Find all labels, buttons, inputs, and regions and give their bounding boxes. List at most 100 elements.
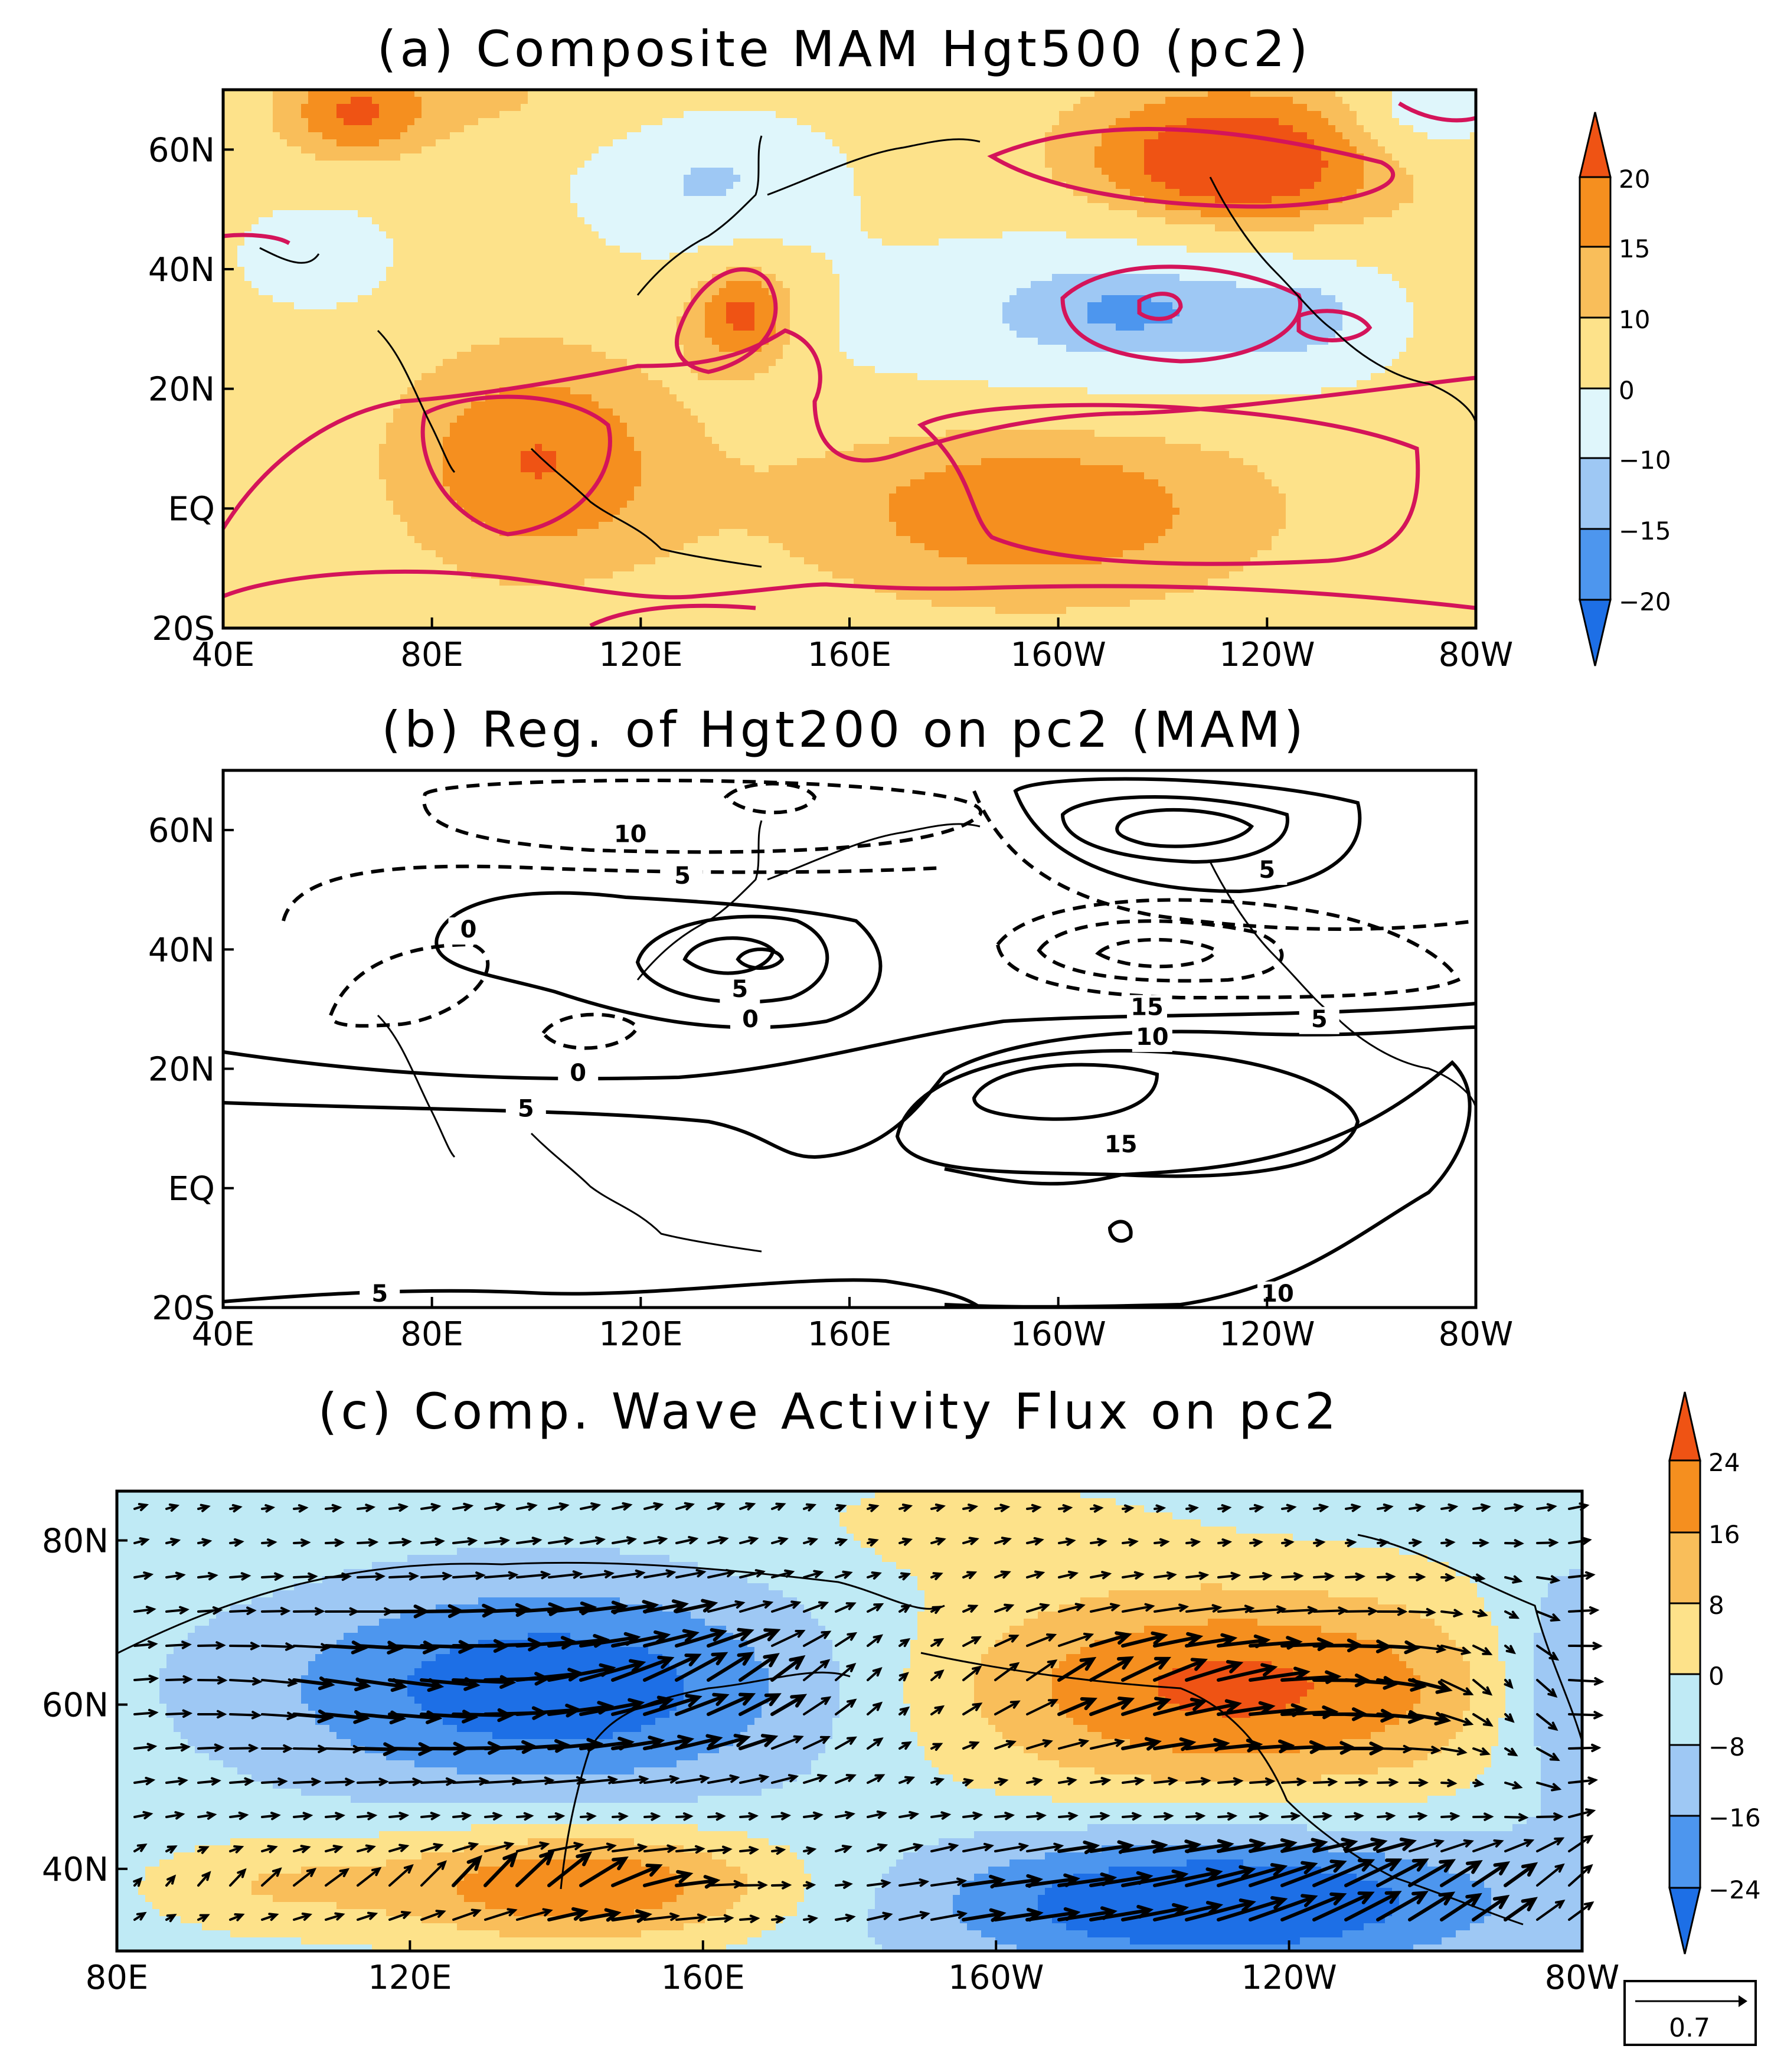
field-cell: [322, 175, 330, 182]
field-cell: [237, 486, 245, 494]
field-cell: [322, 118, 330, 126]
field-cell: [315, 479, 323, 487]
field-cell: [287, 281, 295, 289]
field-cell: [308, 359, 316, 367]
field-cell: [322, 323, 330, 331]
field-cell: [294, 451, 302, 459]
field-cell: [287, 600, 295, 607]
field-cell: [251, 451, 259, 459]
field-cell: [336, 309, 344, 317]
field-cell: [244, 132, 252, 140]
field-cell: [280, 394, 287, 402]
field-cell: [329, 153, 337, 161]
field-cell: [230, 217, 238, 225]
field-cell: [294, 217, 302, 225]
field-cell: [230, 529, 238, 537]
field-cell: [336, 295, 344, 303]
field-cell: [308, 564, 316, 572]
field-cell: [336, 118, 344, 126]
field-cell: [322, 550, 330, 558]
field-cell: [237, 373, 245, 381]
field-cell: [280, 309, 287, 317]
field-cell: [273, 444, 280, 452]
field-cell: [244, 210, 252, 218]
field-cell: [273, 359, 280, 367]
field-cell: [259, 501, 266, 508]
field-cell: [266, 614, 273, 622]
field-cell: [280, 607, 287, 615]
field-cell: [322, 543, 330, 551]
field-cell: [237, 224, 245, 232]
field-cell: [244, 515, 252, 522]
field-cell: [308, 246, 316, 253]
field-cell: [230, 267, 238, 274]
field-cell: [315, 614, 323, 622]
field-cell: [230, 366, 238, 374]
field-cell: [230, 111, 238, 119]
field-cell: [294, 366, 302, 374]
field-cell: [287, 607, 295, 615]
field-cell: [294, 416, 302, 423]
field-cell: [230, 607, 238, 615]
field-cell: [230, 97, 238, 104]
field-cell: [244, 274, 252, 282]
field-cell: [329, 564, 337, 572]
field-cell: [251, 614, 259, 622]
field-cell: [280, 536, 287, 544]
field-cell: [266, 238, 273, 246]
field-cell: [237, 366, 245, 374]
field-cell: [259, 295, 266, 303]
field-cell: [266, 600, 273, 607]
field-cell: [280, 430, 287, 437]
field-cell: [322, 309, 330, 317]
field-cell: [294, 359, 302, 367]
field-cell: [280, 508, 287, 515]
field-cell: [329, 387, 337, 395]
field-cell: [251, 153, 259, 161]
field-cell: [329, 451, 337, 459]
field-cell: [308, 139, 316, 147]
field-cell: [329, 274, 337, 282]
field-cell: [251, 380, 259, 388]
field-cell: [315, 451, 323, 459]
field-cell: [273, 508, 280, 515]
field-cell: [244, 338, 252, 345]
field-cell: [244, 175, 252, 182]
field-cell: [237, 430, 245, 437]
field-cell: [308, 224, 316, 232]
field-cell: [315, 543, 323, 551]
field-cell: [280, 543, 287, 551]
field-cell: [244, 125, 252, 133]
field-cell: [329, 557, 337, 565]
field-cell: [329, 104, 337, 112]
field-cell: [287, 593, 295, 600]
field-cell: [329, 486, 337, 494]
field-cell: [266, 536, 273, 544]
field-cell: [301, 352, 309, 360]
field-cell: [301, 501, 309, 508]
field-cell: [244, 472, 252, 480]
field-cell: [287, 331, 295, 338]
field-cell: [273, 614, 280, 622]
field-cell: [301, 182, 309, 189]
field-cell: [287, 536, 295, 544]
field-cell: [287, 231, 295, 239]
field-cell: [294, 118, 302, 126]
field-cell: [266, 210, 273, 218]
field-cell: [294, 168, 302, 175]
field-cell: [237, 146, 245, 154]
field-cell: [273, 501, 280, 508]
field-cell: [280, 501, 287, 508]
field-cell: [315, 529, 323, 537]
field-cell: [308, 118, 316, 126]
field-cell: [336, 359, 344, 367]
field-cell: [266, 387, 273, 395]
field-cell: [301, 479, 309, 487]
field-cell: [329, 288, 337, 296]
field-cell: [322, 246, 330, 253]
field-cell: [244, 571, 252, 579]
field-cell: [266, 380, 273, 388]
field-cell: [315, 586, 323, 593]
field-cell: [266, 309, 273, 317]
field-cell: [230, 203, 238, 211]
